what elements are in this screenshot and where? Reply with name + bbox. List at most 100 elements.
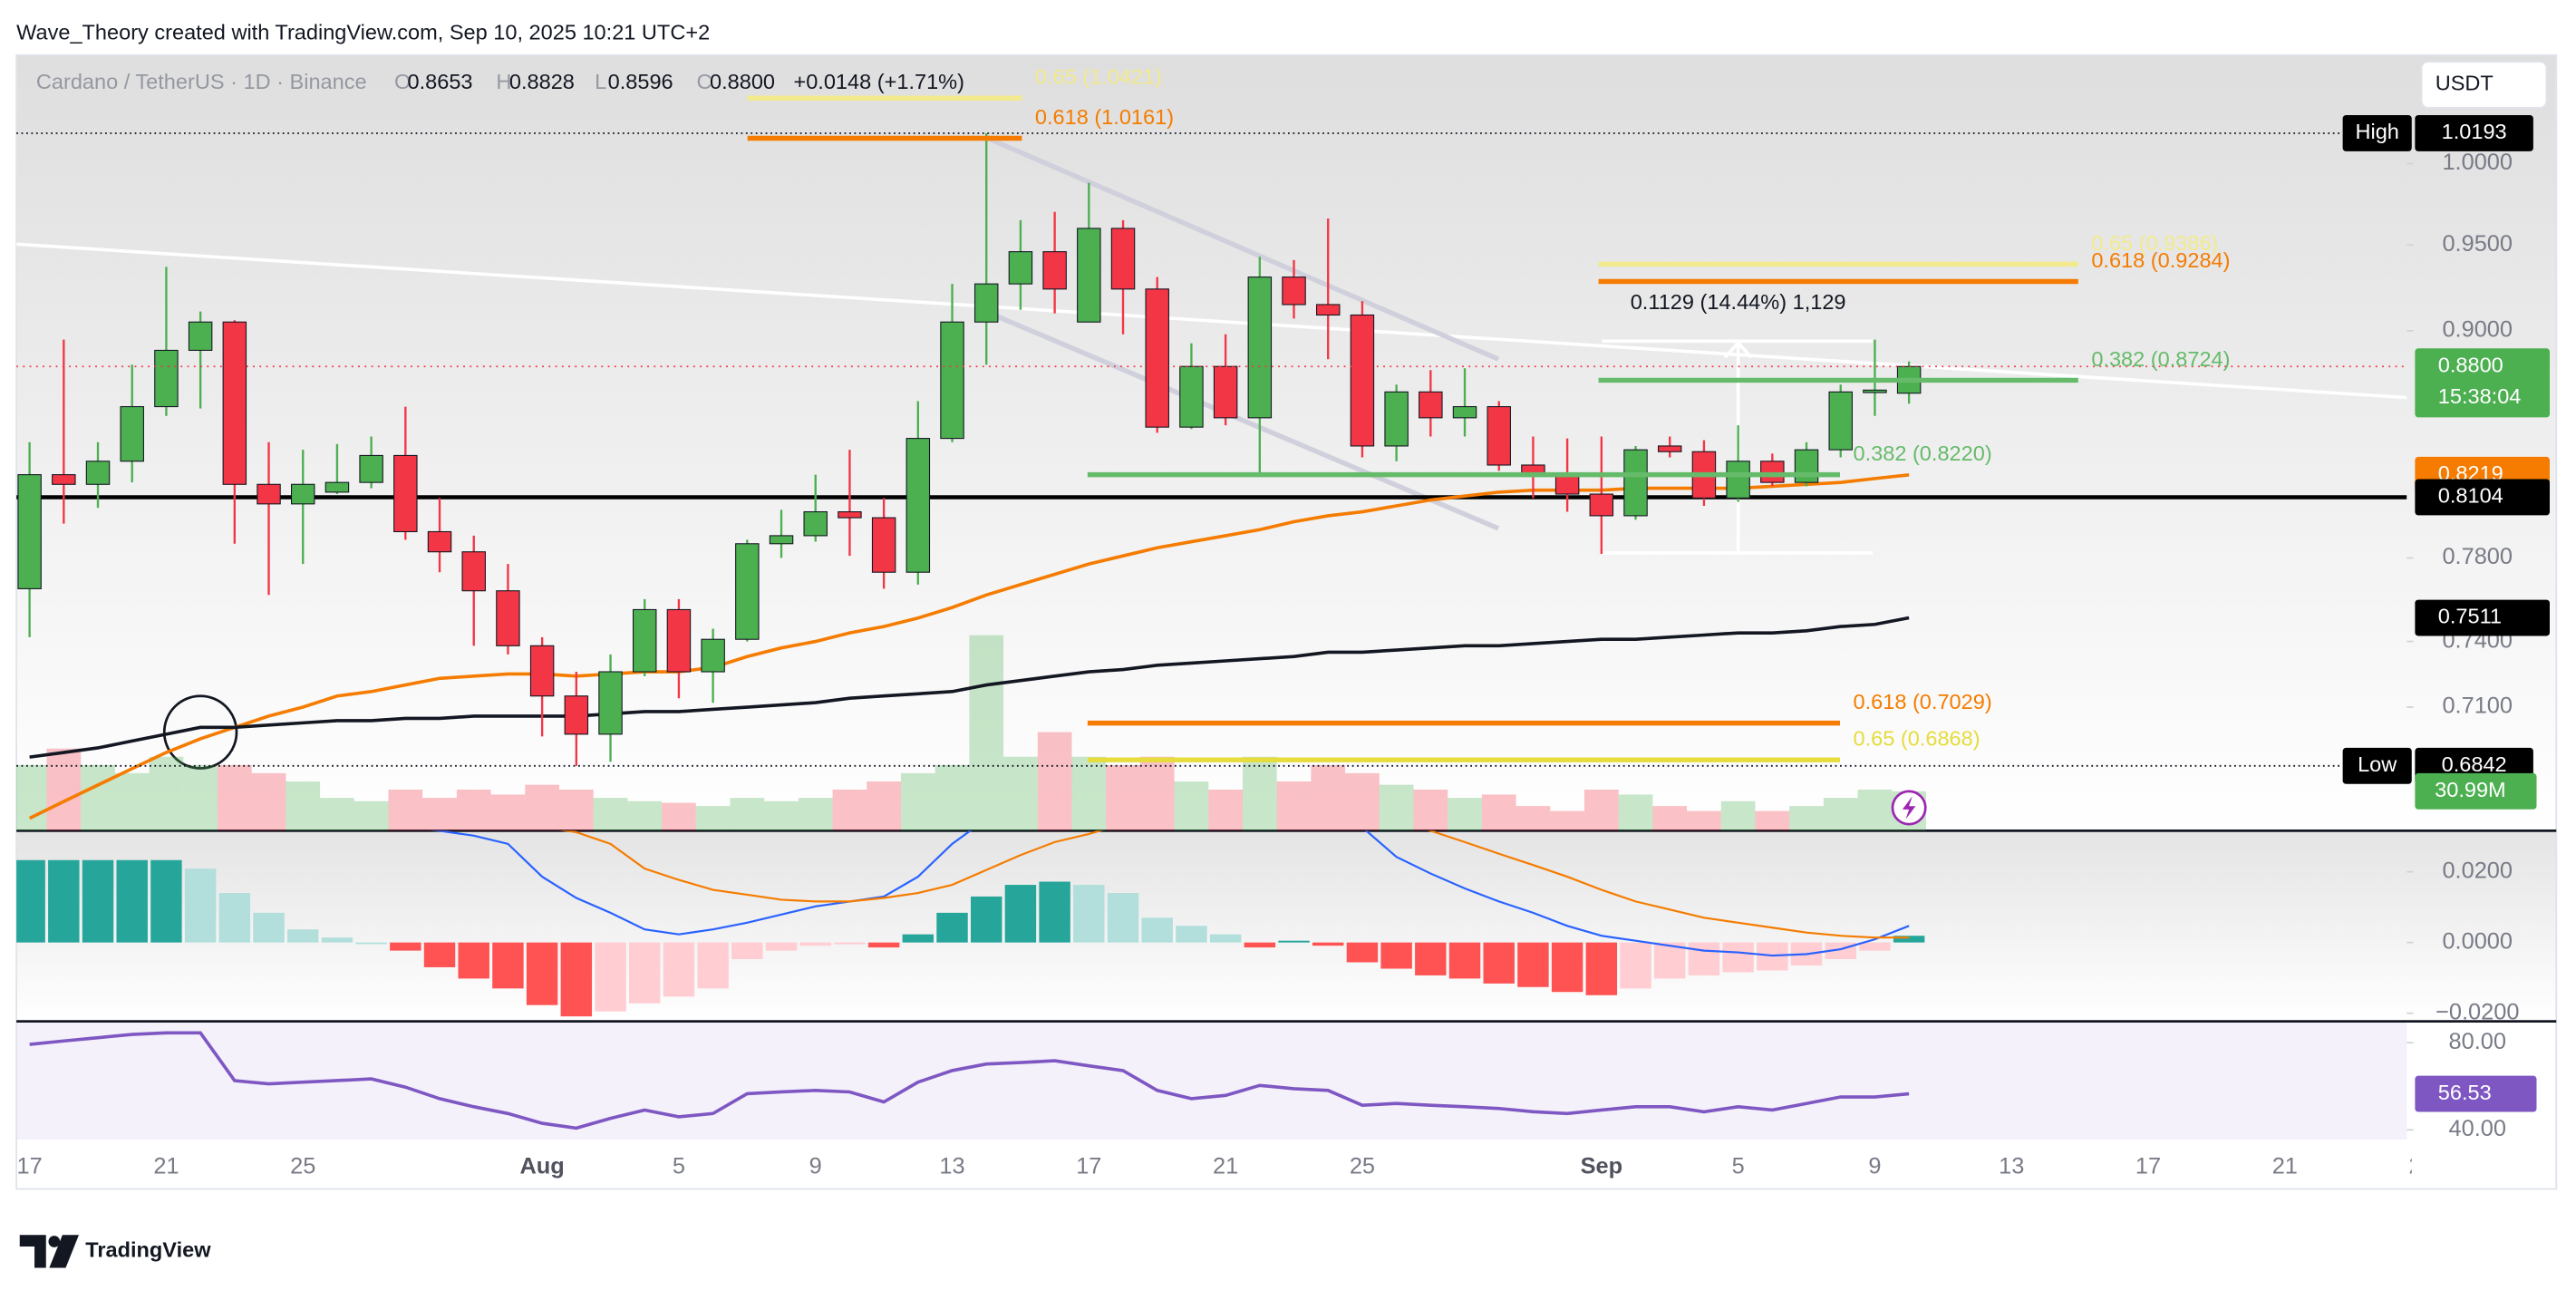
macd-bar bbox=[1209, 934, 1242, 943]
macd-bar bbox=[458, 942, 489, 979]
rsi-pane bbox=[16, 1021, 2407, 1140]
candle-body bbox=[1145, 288, 1169, 428]
macd-bar bbox=[1654, 942, 1686, 979]
measure-arrow-head bbox=[1723, 340, 1753, 359]
candle-body bbox=[85, 461, 111, 485]
extreme-name-box bbox=[2342, 747, 2412, 784]
y-tick-label: 0.7800 bbox=[2442, 544, 2513, 569]
macd-bar bbox=[1312, 942, 1344, 946]
candle-body bbox=[905, 438, 931, 573]
pane-group bbox=[16, 830, 1925, 1017]
volume-bar bbox=[1139, 756, 1175, 831]
volume-bar bbox=[286, 781, 321, 831]
macd-bar bbox=[321, 937, 353, 943]
macd-bar bbox=[1004, 885, 1037, 943]
y-tick-label: 0.9500 bbox=[2442, 231, 2513, 257]
x-tick-label: 5 bbox=[673, 1154, 685, 1179]
price-label: 0.7511 bbox=[2438, 605, 2502, 628]
y-tick-label: −0.0200 bbox=[2436, 999, 2519, 1024]
extreme-value: 1.0193 bbox=[2442, 120, 2507, 143]
volume-bar bbox=[662, 802, 696, 831]
logo-mark bbox=[49, 1235, 79, 1268]
logo-mark bbox=[48, 1236, 61, 1247]
countdown: 15:38:04 bbox=[2438, 384, 2522, 408]
alert-bolt bbox=[1902, 796, 1916, 820]
volume-bar bbox=[1345, 772, 1380, 831]
macd-bar bbox=[731, 942, 763, 959]
volume-bar bbox=[46, 748, 82, 831]
candle-body bbox=[290, 483, 315, 505]
candle-body bbox=[973, 283, 999, 323]
candle-body bbox=[1282, 276, 1306, 306]
volume-bar bbox=[935, 764, 970, 831]
rsi-label-box bbox=[2415, 1075, 2537, 1112]
x-tick-label: 9 bbox=[1868, 1154, 1881, 1179]
macd-bar bbox=[595, 942, 626, 1012]
volume-bar bbox=[969, 635, 1004, 831]
candle-body bbox=[1863, 389, 1887, 393]
volume-bar bbox=[114, 772, 150, 831]
symbol-title: Cardano / TetherUS · 1D · Binance bbox=[36, 70, 367, 93]
volume-bar bbox=[1071, 756, 1107, 831]
extreme-name-box bbox=[2342, 115, 2412, 151]
change-label: +0.0148 (+1.71%) bbox=[793, 70, 964, 93]
volume-bar bbox=[1037, 732, 1072, 831]
macd-bar bbox=[1585, 942, 1618, 995]
frame bbox=[15, 53, 2558, 1190]
extreme-value: 0.6842 bbox=[2442, 752, 2507, 776]
logo-mark bbox=[19, 1235, 46, 1268]
legend-key: L bbox=[595, 70, 606, 93]
macd-bar bbox=[390, 942, 421, 951]
candle-body bbox=[1077, 228, 1101, 323]
y-tick-label: 0.9000 bbox=[2442, 317, 2513, 343]
macd-bar bbox=[492, 942, 524, 989]
volume-bar bbox=[1481, 794, 1516, 831]
volume-bar bbox=[867, 781, 901, 831]
volume-bar bbox=[1857, 789, 1893, 831]
x-tick-label: Sep bbox=[1581, 1154, 1623, 1179]
volume-bar bbox=[764, 800, 799, 831]
candle-body bbox=[324, 481, 350, 493]
currency-button[interactable] bbox=[2420, 61, 2548, 109]
candle-body bbox=[461, 551, 486, 592]
volume-bar bbox=[695, 806, 731, 831]
macd-bar bbox=[1380, 942, 1412, 969]
macd-bar bbox=[936, 912, 968, 943]
candle-body bbox=[769, 535, 794, 545]
author-line: Wave_Theory created with TradingView.com… bbox=[16, 21, 710, 44]
volume-bar bbox=[1550, 810, 1584, 831]
volume-bar bbox=[1583, 789, 1619, 831]
macd-bar bbox=[82, 859, 114, 943]
y-tick-label: 40.00 bbox=[2449, 1116, 2506, 1141]
candle-body bbox=[359, 454, 383, 483]
candle-body bbox=[427, 530, 452, 553]
macd-bar bbox=[253, 912, 285, 943]
x-tick-label: 5 bbox=[1732, 1154, 1745, 1179]
x-tick-label: 13 bbox=[939, 1154, 964, 1179]
volume-bar bbox=[183, 764, 218, 831]
candle-body bbox=[529, 645, 555, 697]
fib-label: 0.65 (0.9386) bbox=[2091, 231, 2218, 255]
pane-group bbox=[16, 132, 2407, 831]
macd-bar bbox=[629, 942, 661, 1004]
pane-group bbox=[29, 1031, 1910, 1130]
volume-bar bbox=[1516, 806, 1551, 831]
candle-body bbox=[1008, 251, 1033, 285]
macd-bar bbox=[697, 942, 729, 989]
macd-bar bbox=[1107, 893, 1139, 943]
macd-bar bbox=[867, 942, 900, 948]
candle-body bbox=[1213, 365, 1238, 419]
price-label-box bbox=[2415, 479, 2550, 516]
y-tick-label: 0.0000 bbox=[2442, 928, 2513, 954]
candle-body bbox=[1487, 406, 1511, 466]
candle-body bbox=[1623, 449, 1648, 517]
macd-bar bbox=[355, 942, 387, 945]
candle-body bbox=[1657, 445, 1682, 452]
y-tick-label: 0.0200 bbox=[2442, 858, 2513, 883]
volume-bar bbox=[1311, 764, 1346, 831]
volume-bar bbox=[730, 798, 765, 831]
series-line bbox=[29, 1031, 1910, 1130]
volume-bar bbox=[1379, 784, 1414, 831]
volume-bar bbox=[1789, 806, 1824, 831]
